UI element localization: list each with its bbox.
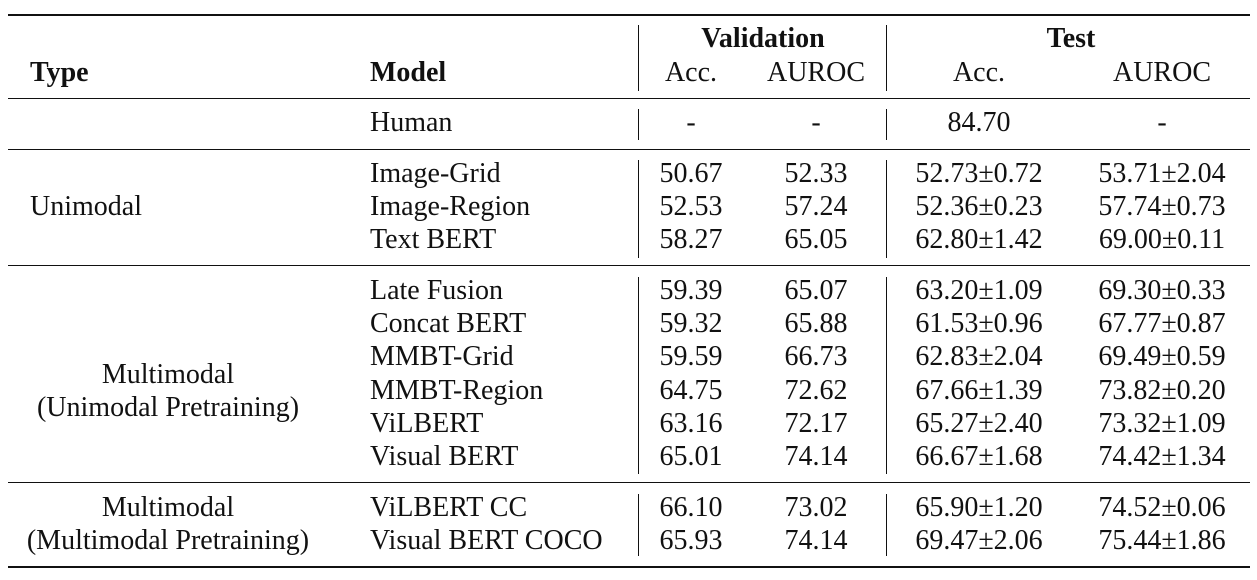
column-divider [886, 25, 887, 91]
model-name: Late Fusion [370, 275, 503, 306]
test-acc-cell: 84.70 [947, 107, 1011, 138]
header-val-acc: Acc. [664, 57, 718, 88]
model-name: ViLBERT [370, 408, 484, 439]
val-auroc-cell: 65.05 [784, 224, 848, 255]
model-name: Visual BERT COCO [370, 525, 603, 556]
header-model: Model [370, 57, 447, 88]
column-divider [638, 277, 639, 474]
column-divider [886, 277, 887, 474]
type-label: Unimodal [30, 191, 142, 222]
val-acc-cell: 66.10 [659, 492, 723, 523]
type-label: (Multimodal Pretraining) [26, 525, 310, 556]
test-acc-cell: 65.90±1.20 [915, 492, 1043, 523]
test-auroc-cell: 74.42±1.34 [1098, 441, 1226, 472]
test-auroc-cell: 53.71±2.04 [1098, 158, 1226, 189]
column-divider [886, 109, 887, 140]
header-test: Test [1046, 23, 1096, 54]
test-acc-cell: 65.27±2.40 [915, 408, 1043, 439]
test-auroc-cell: 69.30±0.33 [1098, 275, 1226, 306]
model-name: Concat BERT [370, 308, 527, 339]
type-label: (Unimodal Pretraining) [36, 392, 300, 423]
val-acc-cell: 65.01 [659, 441, 723, 472]
test-auroc-cell: 73.32±1.09 [1098, 408, 1226, 439]
test-acc-cell: 62.80±1.42 [915, 224, 1043, 255]
model-name: ViLBERT CC [370, 492, 528, 523]
val-auroc-cell: 65.88 [784, 308, 848, 339]
val-acc-cell: 64.75 [659, 375, 723, 406]
header-val-auroc: AUROC [766, 57, 866, 88]
type-label: Multimodal [101, 359, 235, 390]
header-rule [8, 98, 1250, 99]
test-auroc-cell: 75.44±1.86 [1098, 525, 1226, 556]
model-name: Human [370, 107, 453, 138]
model-name: Image-Region [370, 191, 531, 222]
test-acc-cell: 69.47±2.06 [915, 525, 1043, 556]
section-rule [8, 149, 1250, 150]
val-acc-cell: 59.32 [659, 308, 723, 339]
column-divider [886, 494, 887, 556]
val-acc-cell: 59.59 [659, 341, 723, 372]
test-auroc-cell: 74.52±0.06 [1098, 492, 1226, 523]
val-auroc-cell: 73.02 [784, 492, 848, 523]
top-rule [8, 14, 1250, 16]
val-auroc-cell: - [811, 107, 821, 138]
model-name: MMBT-Region [370, 375, 544, 406]
test-acc-cell: 67.66±1.39 [915, 375, 1043, 406]
header-validation: Validation [701, 23, 825, 54]
val-acc-cell: 52.53 [659, 191, 723, 222]
model-name: MMBT-Grid [370, 341, 514, 372]
column-divider [638, 25, 639, 91]
column-divider [638, 494, 639, 556]
val-auroc-cell: 74.14 [784, 441, 848, 472]
test-auroc-cell: - [1157, 107, 1167, 138]
test-auroc-cell: 69.49±0.59 [1098, 341, 1226, 372]
val-acc-cell: 63.16 [659, 408, 723, 439]
model-name: Text BERT [370, 224, 497, 255]
val-acc-cell: 65.93 [659, 525, 723, 556]
model-name: Visual BERT [370, 441, 519, 472]
test-auroc-cell: 69.00±0.11 [1098, 224, 1226, 255]
model-name: Image-Grid [370, 158, 501, 189]
val-auroc-cell: 65.07 [784, 275, 848, 306]
val-auroc-cell: 66.73 [784, 341, 848, 372]
type-label: Multimodal [101, 492, 235, 523]
test-acc-cell: 66.67±1.68 [915, 441, 1043, 472]
val-auroc-cell: 57.24 [784, 191, 848, 222]
column-divider [638, 109, 639, 140]
test-auroc-cell: 57.74±0.73 [1098, 191, 1226, 222]
test-acc-cell: 52.73±0.72 [915, 158, 1043, 189]
test-acc-cell: 61.53±0.96 [915, 308, 1043, 339]
test-acc-cell: 52.36±0.23 [915, 191, 1043, 222]
header-test-auroc: AUROC [1112, 57, 1212, 88]
val-auroc-cell: 74.14 [784, 525, 848, 556]
header-test-acc: Acc. [952, 57, 1006, 88]
section-rule [8, 482, 1250, 483]
val-acc-cell: 59.39 [659, 275, 723, 306]
test-auroc-cell: 73.82±0.20 [1098, 375, 1226, 406]
bottom-rule [8, 566, 1250, 568]
test-acc-cell: 63.20±1.09 [915, 275, 1043, 306]
val-auroc-cell: 72.62 [784, 375, 848, 406]
val-acc-cell: 58.27 [659, 224, 723, 255]
val-auroc-cell: 52.33 [784, 158, 848, 189]
val-auroc-cell: 72.17 [784, 408, 848, 439]
section-rule [8, 265, 1250, 266]
val-acc-cell: - [686, 107, 696, 138]
test-auroc-cell: 67.77±0.87 [1098, 308, 1226, 339]
column-divider [886, 160, 887, 258]
test-acc-cell: 62.83±2.04 [915, 341, 1043, 372]
header-type: Type [30, 57, 89, 88]
val-acc-cell: 50.67 [659, 158, 723, 189]
column-divider [638, 160, 639, 258]
